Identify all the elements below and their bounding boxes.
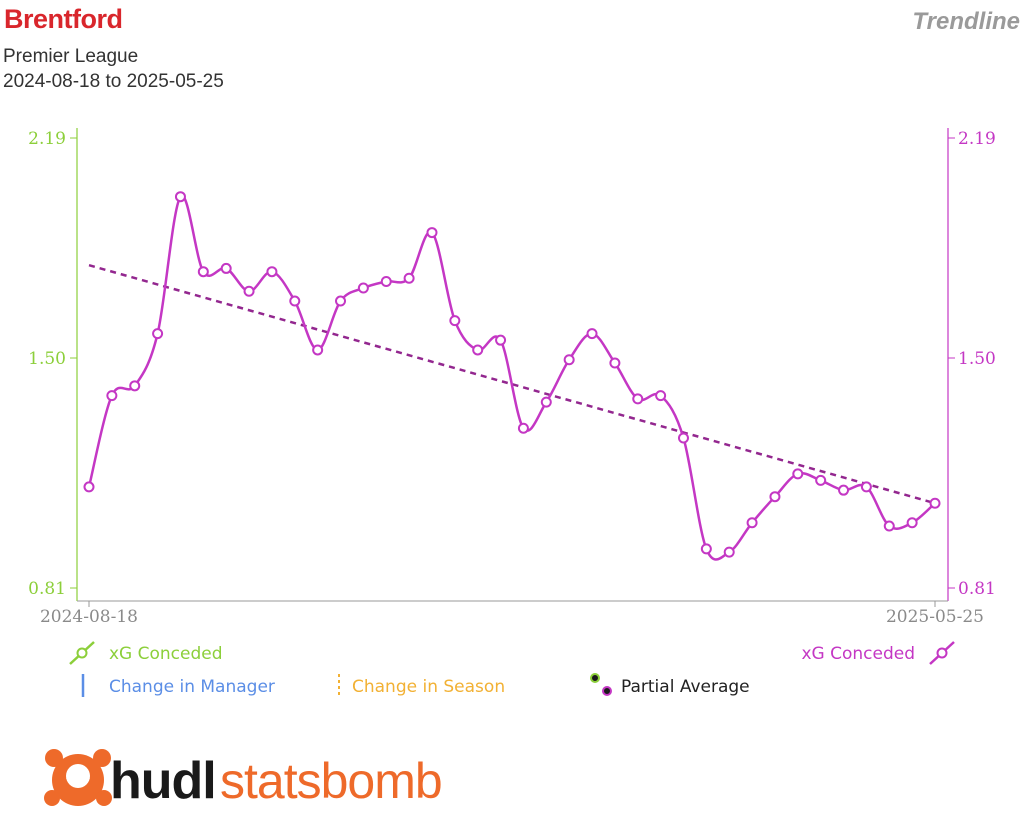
legend-manager-label: Change in Manager	[109, 677, 275, 697]
series-point	[609, 357, 621, 369]
series-point	[769, 491, 781, 503]
x-tick-label-end: 2025-05-25	[886, 607, 984, 627]
brand-hudl: hudl	[110, 752, 216, 810]
team-name: Brentford	[4, 4, 123, 34]
series-points	[83, 191, 941, 558]
series-point	[723, 546, 735, 558]
date-range-label: 2024-08-18 to 2025-05-25	[3, 71, 224, 92]
series-point	[815, 474, 827, 486]
legend-right-swatch-marker	[936, 647, 948, 659]
legend-manager: Change in Manager	[81, 674, 275, 697]
left-tick-label: 0.81	[28, 579, 66, 599]
legend-right-series: xG Conceded	[801, 641, 955, 665]
legend-right-series-label: xG Conceded	[801, 644, 915, 664]
legend-season: Change in Season	[338, 674, 505, 697]
legend-left-series: xG Conceded	[69, 641, 223, 665]
series-point	[838, 484, 850, 496]
series-point	[655, 390, 667, 402]
series-line-xg-conceded	[87, 194, 936, 561]
statsbomb-mark-icon	[44, 749, 112, 806]
series-point	[586, 328, 598, 340]
series-point	[792, 468, 804, 480]
legend-partial-dot-purple	[602, 686, 612, 696]
series-point	[335, 295, 347, 307]
legend-season-label: Change in Season	[352, 677, 505, 697]
trendline-chart: 2.19 1.50 0.81 2.19 1.50 0.81 2024-08-18…	[28, 128, 996, 697]
series-point	[243, 285, 255, 297]
right-tick-label: 0.81	[958, 579, 996, 599]
right-tick-label: 1.50	[958, 349, 996, 369]
series-point	[380, 275, 392, 287]
legend-partial-average: Partial Average	[590, 673, 750, 697]
series-point	[289, 295, 301, 307]
legend-left-swatch-marker	[76, 647, 88, 659]
series-point	[495, 334, 507, 346]
series-point	[677, 432, 689, 444]
series-point	[632, 393, 644, 405]
series-point	[540, 396, 552, 408]
x-tick-label-start: 2024-08-18	[40, 607, 138, 627]
series-point	[906, 517, 918, 529]
left-tick-label: 2.19	[28, 129, 66, 149]
series-point	[152, 328, 164, 340]
series-point	[883, 520, 895, 532]
series-point	[746, 517, 758, 529]
series-point	[426, 227, 438, 239]
legend-partial-label: Partial Average	[621, 677, 750, 697]
series-point	[403, 272, 415, 284]
legend-partial-dot-green	[590, 673, 600, 683]
series-point	[174, 191, 186, 203]
trend-line	[88, 263, 936, 505]
series-point	[449, 315, 461, 327]
right-y-ticks: 2.19 1.50 0.81	[948, 129, 996, 599]
series-point	[197, 266, 209, 278]
series-point	[472, 344, 484, 356]
hudl-statsbomb-logo-art: hudl statsbomb	[44, 749, 443, 810]
series-point	[83, 481, 95, 493]
series-point	[929, 497, 941, 509]
chart-kind-label: Trendline	[912, 8, 1020, 35]
series-point	[700, 543, 712, 555]
series-point	[129, 380, 141, 392]
series-point	[357, 282, 369, 294]
series-point	[563, 354, 575, 366]
competition-label: Premier League	[3, 46, 139, 67]
series-point	[860, 481, 872, 493]
hudl-statsbomb-logo: hudl statsbomb	[40, 742, 480, 822]
series-point	[312, 344, 324, 356]
series-point	[106, 390, 118, 402]
series-point	[220, 262, 232, 274]
left-y-ticks: 2.19 1.50 0.81	[28, 129, 77, 599]
series-point	[266, 266, 278, 278]
legend-left-series-label: xG Conceded	[109, 644, 223, 664]
left-tick-label: 1.50	[28, 349, 66, 369]
series-point	[517, 422, 529, 434]
brand-statsbomb: statsbomb	[220, 753, 442, 809]
right-tick-label: 2.19	[958, 129, 996, 149]
